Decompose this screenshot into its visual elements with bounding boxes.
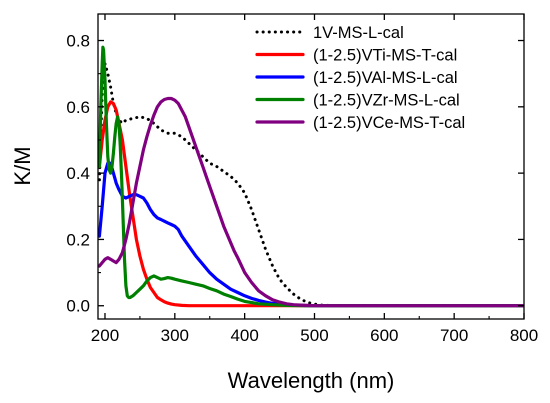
y-tick-label: 0.6 (66, 98, 90, 117)
legend: 1V-MS-L-cal (1-2.5)VTi-MS-T-cal (1-2.5)VAl… (255, 24, 465, 132)
legend-label-1-2-5-vce-ms-t-cal: (1-2.5)VCe-MS-T-cal (313, 114, 465, 132)
x-tick-label: 800 (510, 326, 538, 345)
x-tick-label: 500 (300, 326, 328, 345)
legend-label-1v-ms-l-cal: 1V-MS-L-cal (313, 24, 404, 42)
legend-label-1-2-5-vti-ms-t-cal: (1-2.5)VTi-MS-T-cal (313, 47, 457, 65)
y-tick-label: 0.0 (66, 297, 90, 316)
x-tick-label: 600 (370, 326, 398, 345)
plot-frame (97, 13, 525, 320)
legend-label-1-2-5-val-ms-l-cal: (1-2.5)VAl-MS-L-cal (313, 69, 458, 87)
series-line-1-2-5-vti-ms-t-cal (98, 100, 524, 308)
ticks-layer: 200 300 400 500 600 700 800 0.0 0.2 0.4 0.6 0.8 (66, 14, 538, 345)
x-axis-title: Wavelength (nm) (228, 368, 395, 393)
series-line-1-2-5-vzr-ms-l-cal (98, 45, 524, 308)
y-tick-label: 0.8 (66, 32, 90, 51)
x-tick-label: 700 (440, 326, 468, 345)
x-tick-label: 400 (230, 326, 258, 345)
x-tick-label: 200 (91, 326, 119, 345)
legend-label-1-2-5-vzr-ms-l-cal: (1-2.5)VZr-MS-L-cal (313, 92, 460, 110)
series-layer (98, 45, 524, 308)
x-tick-label: 300 (161, 326, 189, 345)
y-tick-label: 0.2 (66, 230, 90, 249)
y-tick-label: 0.4 (66, 164, 90, 183)
y-axis-title: K/M (10, 146, 35, 185)
series-line-1-2-5-vce-ms-t-cal (98, 96, 524, 308)
